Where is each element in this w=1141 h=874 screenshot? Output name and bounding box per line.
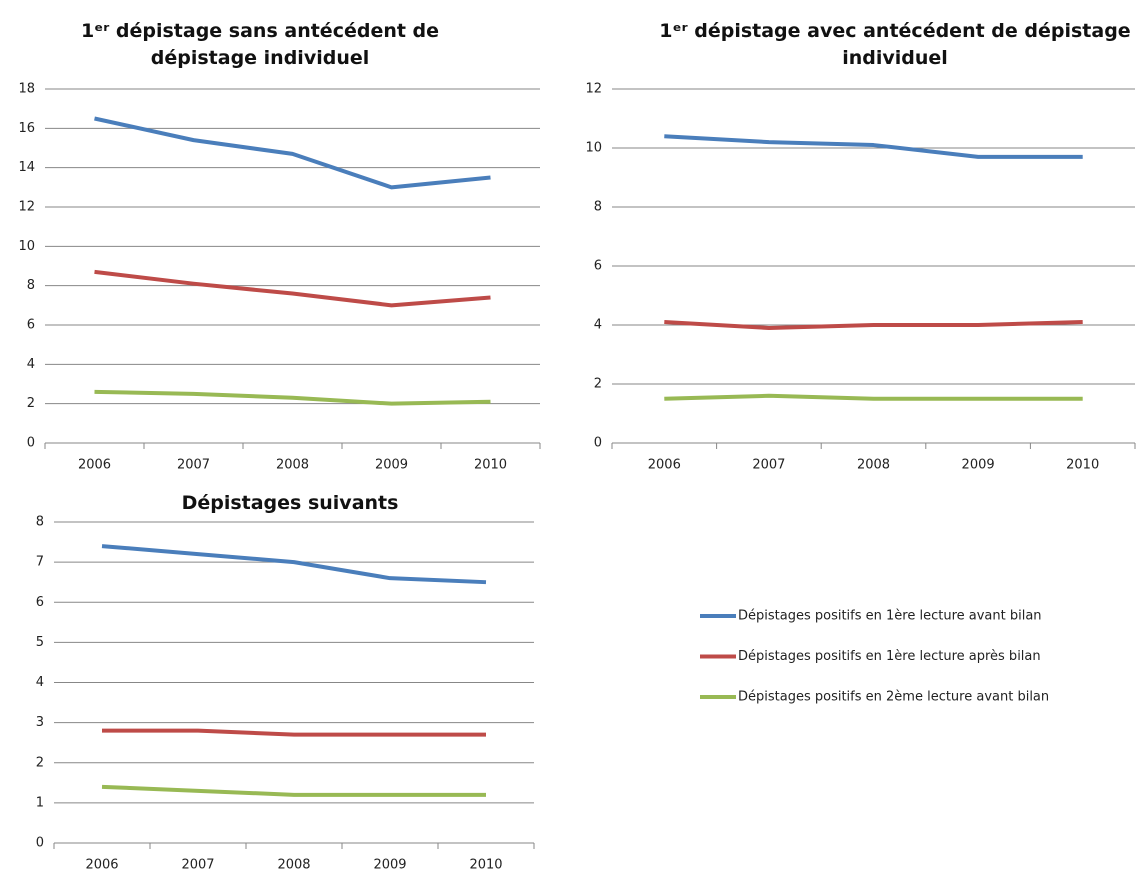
series-line <box>101 544 487 585</box>
x-tick-label: 2010 <box>469 858 502 873</box>
x-tick-label: 2009 <box>375 458 408 473</box>
y-tick-label: 16 <box>18 121 35 136</box>
x-tick-label: 2007 <box>181 858 214 873</box>
y-tick-label: 0 <box>594 436 602 451</box>
y-tick-label: 1 <box>36 795 44 810</box>
x-tick-label: 2009 <box>373 858 406 873</box>
y-tick-label: 18 <box>18 82 35 97</box>
y-tick-label: 12 <box>18 200 35 215</box>
y-tick-label: 6 <box>594 259 602 274</box>
x-tick-label: 2010 <box>1066 458 1099 473</box>
y-tick-label: 3 <box>36 715 44 730</box>
x-tick-label: 2006 <box>78 458 111 473</box>
y-tick-label: 8 <box>27 278 35 293</box>
y-tick-label: 12 <box>585 82 602 97</box>
x-tick-label: 2008 <box>277 858 310 873</box>
y-tick-label: 4 <box>594 318 602 333</box>
y-tick-label: 4 <box>27 357 35 372</box>
y-tick-label: 0 <box>36 836 44 851</box>
series-line <box>101 784 486 797</box>
y-tick-label: 6 <box>27 318 35 333</box>
y-tick-label: 2 <box>594 377 602 392</box>
y-tick-label: 6 <box>36 595 44 610</box>
series-line <box>94 116 491 190</box>
legend-label: Dépistages positifs en 1ère lecture avan… <box>738 609 1042 624</box>
x-tick-label: 2007 <box>752 458 785 473</box>
y-tick-label: 2 <box>27 396 35 411</box>
chart-title: 1ᵉʳ dépistage sans antécédent de dépista… <box>80 20 440 69</box>
series-line <box>664 134 1083 159</box>
y-tick-label: 14 <box>18 160 35 175</box>
legend-label: Dépistages positifs en 2ème lecture avan… <box>738 690 1049 705</box>
x-tick-label: 2006 <box>85 858 118 873</box>
series-line <box>664 320 1083 330</box>
y-tick-label: 0 <box>27 436 35 451</box>
y-tick-label: 4 <box>36 675 44 690</box>
x-tick-label: 2007 <box>177 458 210 473</box>
series-line <box>664 393 1083 401</box>
chart-title: Dépistages suivants <box>181 492 399 514</box>
y-tick-label: 5 <box>36 635 44 650</box>
chart-title: 1ᵉʳ dépistage avec antécédent de dépista… <box>659 20 1131 69</box>
y-tick-label: 10 <box>585 141 602 156</box>
y-tick-label: 7 <box>36 555 44 570</box>
y-tick-label: 8 <box>594 200 602 215</box>
x-tick-label: 2008 <box>276 458 309 473</box>
series-line <box>94 389 491 406</box>
y-tick-label: 2 <box>36 755 44 770</box>
legend-label: Dépistages positifs en 1ère lecture aprè… <box>738 649 1041 664</box>
series-line <box>94 269 491 308</box>
x-tick-label: 2009 <box>962 458 995 473</box>
series-line <box>102 728 486 737</box>
x-tick-label: 2008 <box>857 458 890 473</box>
y-tick-label: 8 <box>36 515 44 530</box>
x-tick-label: 2010 <box>474 458 507 473</box>
y-tick-label: 10 <box>18 239 35 254</box>
x-tick-label: 2006 <box>648 458 681 473</box>
